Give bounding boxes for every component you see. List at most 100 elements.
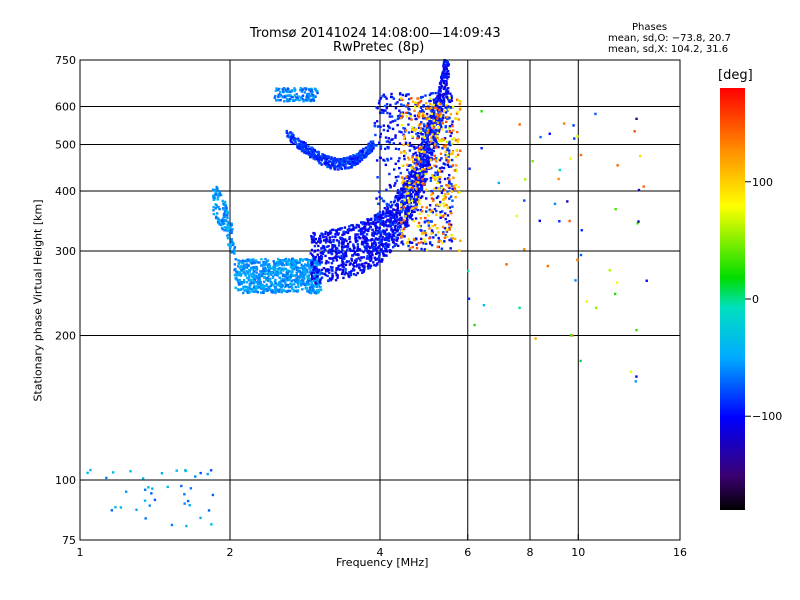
echo-point <box>447 75 450 78</box>
echo-point <box>322 235 325 239</box>
echo-point <box>423 230 426 233</box>
echo-point <box>364 238 368 242</box>
echo-point <box>424 164 428 168</box>
echo-point <box>211 493 215 497</box>
echo-point <box>440 191 444 195</box>
echo-point <box>414 182 418 185</box>
echo-point <box>418 189 422 192</box>
echo-point <box>446 147 449 150</box>
echo-point <box>373 121 377 125</box>
echo-point <box>260 258 263 261</box>
echo-point <box>276 283 280 286</box>
echo-point <box>422 110 425 114</box>
echo-point <box>375 144 378 147</box>
echo-point <box>380 108 384 112</box>
echo-point <box>419 224 422 228</box>
echo-point <box>258 277 261 280</box>
echo-point <box>437 187 441 190</box>
echo-point <box>401 218 404 221</box>
echo-point <box>428 121 432 124</box>
echo-point <box>436 143 439 146</box>
echo-point <box>363 223 367 226</box>
echo-point <box>233 273 237 277</box>
echo-point <box>284 279 287 282</box>
echo-point <box>442 198 445 201</box>
echo-point <box>421 175 425 178</box>
echo-point <box>247 278 250 281</box>
echo-point <box>399 92 402 95</box>
echo-point <box>356 271 359 275</box>
echo-point <box>422 238 425 241</box>
echo-point <box>422 140 426 143</box>
echo-point <box>311 238 315 242</box>
echo-point <box>451 138 454 141</box>
echo-point <box>446 160 450 163</box>
echo-point <box>423 168 427 171</box>
echo-point <box>466 269 470 273</box>
echo-point <box>292 279 295 282</box>
echo-point <box>351 227 355 231</box>
echo-point <box>429 131 432 134</box>
echo-point <box>435 213 438 217</box>
echo-point <box>392 232 395 236</box>
echo-point <box>388 115 391 118</box>
echo-point <box>402 227 406 230</box>
echo-point <box>151 487 154 490</box>
echo-point <box>259 287 263 290</box>
echo-point <box>386 111 389 115</box>
echo-point <box>451 124 454 128</box>
echo-point <box>399 196 403 199</box>
echo-point <box>354 261 358 264</box>
echo-point <box>316 253 319 256</box>
echo-point <box>311 150 315 154</box>
echo-point <box>315 278 319 281</box>
echo-point <box>312 258 316 261</box>
echo-point <box>437 118 441 121</box>
echo-point <box>409 115 413 118</box>
echo-point <box>393 222 397 225</box>
echo-point <box>153 498 157 502</box>
echo-point <box>434 114 437 118</box>
echo-point <box>311 148 314 151</box>
echo-point <box>224 203 227 206</box>
echo-point <box>433 98 437 101</box>
echo-point <box>447 142 451 145</box>
echo-point <box>311 262 314 265</box>
echo-point <box>417 113 421 116</box>
echo-point <box>539 135 542 139</box>
echo-point <box>276 270 280 274</box>
echo-point <box>452 129 455 132</box>
echo-point <box>363 221 366 224</box>
echo-point <box>379 156 383 160</box>
echo-point <box>230 238 233 241</box>
echo-point <box>409 201 413 205</box>
echo-point <box>407 131 411 134</box>
echo-point <box>341 233 344 237</box>
echo-point <box>456 110 460 114</box>
echo-point <box>450 240 454 243</box>
echo-point <box>406 143 410 147</box>
echo-point <box>410 192 413 196</box>
echo-point <box>400 176 404 179</box>
echo-point <box>249 284 252 288</box>
echo-point <box>212 198 216 201</box>
echo-point <box>315 267 318 270</box>
echo-point <box>434 113 438 116</box>
echo-point <box>408 111 411 115</box>
echo-point <box>440 125 443 129</box>
echo-point <box>383 104 387 108</box>
echo-point <box>426 122 430 125</box>
echo-point <box>291 261 295 264</box>
echo-point <box>402 143 405 147</box>
echo-point <box>616 164 619 167</box>
echo-point <box>435 186 438 190</box>
echo-point <box>334 248 338 251</box>
echo-point <box>515 214 518 218</box>
echo-point <box>458 108 462 111</box>
echo-point <box>390 115 394 118</box>
echo-point <box>331 163 334 166</box>
echo-point <box>382 124 385 127</box>
echo-point <box>373 245 376 249</box>
echo-point <box>382 216 385 220</box>
echo-point <box>418 130 422 133</box>
